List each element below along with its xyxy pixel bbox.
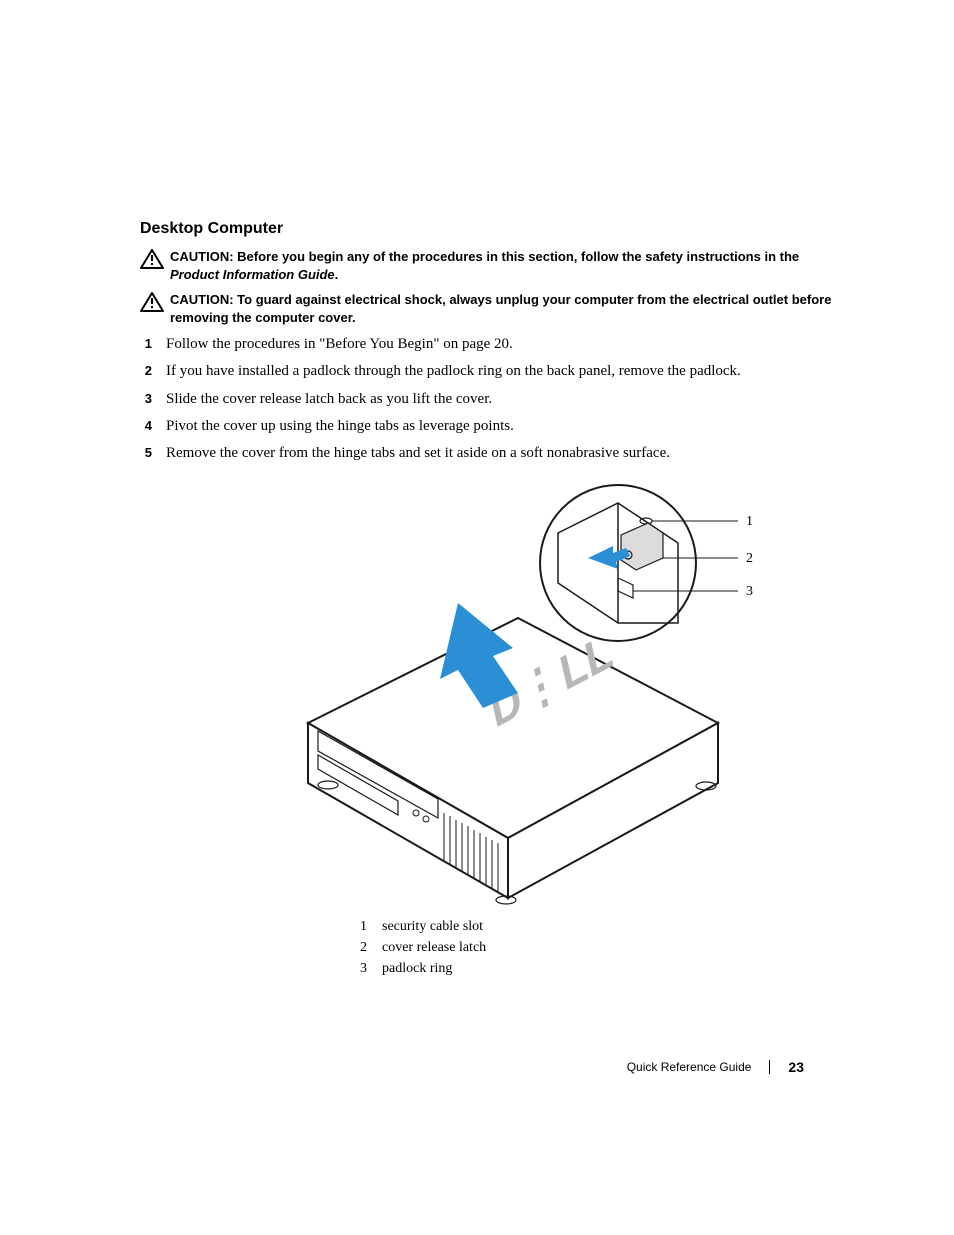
caution-text-1: CAUTION: Before you begin any of the pro… <box>170 248 835 283</box>
callout-num-1: 1 <box>746 514 753 529</box>
legend-label: cover release latch <box>382 940 486 956</box>
page-content: Desktop Computer CAUTION: Before you beg… <box>140 220 835 982</box>
step-number: 3 <box>140 391 152 406</box>
figure-container: 1 2 3 <box>140 473 835 913</box>
caution-body-before: Before you begin any of the procedures i… <box>234 249 800 264</box>
callout-num-2: 2 <box>746 551 753 566</box>
caution-1: CAUTION: Before you begin any of the pro… <box>140 248 835 283</box>
legend-number: 2 <box>360 940 370 956</box>
step-number: 4 <box>140 418 152 433</box>
step-row: 2 If you have installed a padlock throug… <box>140 361 835 381</box>
caution-body-after: . <box>335 267 339 282</box>
legend-label: security cable slot <box>382 919 483 935</box>
step-text: Follow the procedures in "Before You Beg… <box>166 334 513 354</box>
figure-legend: 1 security cable slot 2 cover release la… <box>360 919 835 977</box>
step-row: 3 Slide the cover release latch back as … <box>140 389 835 409</box>
page-footer: Quick Reference Guide 23 <box>627 1059 804 1075</box>
caution-text-2: CAUTION: To guard against electrical sho… <box>170 291 835 326</box>
caution-body: To guard against electrical shock, alway… <box>170 292 831 325</box>
step-text: Pivot the cover up using the hinge tabs … <box>166 416 514 436</box>
callout-num-3: 3 <box>746 584 753 599</box>
footer-separator <box>769 1060 770 1074</box>
steps-list: 1 Follow the procedures in "Before You B… <box>140 334 835 463</box>
footer-title: Quick Reference Guide <box>627 1060 752 1074</box>
caution-prefix: CAUTION: <box>170 249 234 264</box>
step-number: 5 <box>140 445 152 460</box>
step-text: Remove the cover from the hinge tabs and… <box>166 443 670 463</box>
section-title: Desktop Computer <box>140 220 835 238</box>
caution-2: CAUTION: To guard against electrical sho… <box>140 291 835 326</box>
legend-number: 3 <box>360 961 370 977</box>
step-row: 1 Follow the procedures in "Before You B… <box>140 334 835 354</box>
caution-icon <box>140 292 164 312</box>
detail-circle: 1 2 3 <box>540 485 753 641</box>
legend-row: 3 padlock ring <box>360 961 835 977</box>
desktop-body: D⋮LL <box>308 618 718 904</box>
step-number: 1 <box>140 336 152 351</box>
legend-row: 2 cover release latch <box>360 940 835 956</box>
step-number: 2 <box>140 363 152 378</box>
legend-row: 1 security cable slot <box>360 919 835 935</box>
step-row: 5 Remove the cover from the hinge tabs a… <box>140 443 835 463</box>
footer-page-number: 23 <box>788 1059 804 1075</box>
step-text: If you have installed a padlock through … <box>166 361 741 381</box>
step-text: Slide the cover release latch back as yo… <box>166 389 492 409</box>
caution-icon <box>140 249 164 269</box>
caution-prefix: CAUTION: <box>170 292 234 307</box>
computer-diagram: 1 2 3 <box>218 473 758 913</box>
caution-italic: Product Information Guide <box>170 267 335 282</box>
step-row: 4 Pivot the cover up using the hinge tab… <box>140 416 835 436</box>
legend-number: 1 <box>360 919 370 935</box>
legend-label: padlock ring <box>382 961 452 977</box>
